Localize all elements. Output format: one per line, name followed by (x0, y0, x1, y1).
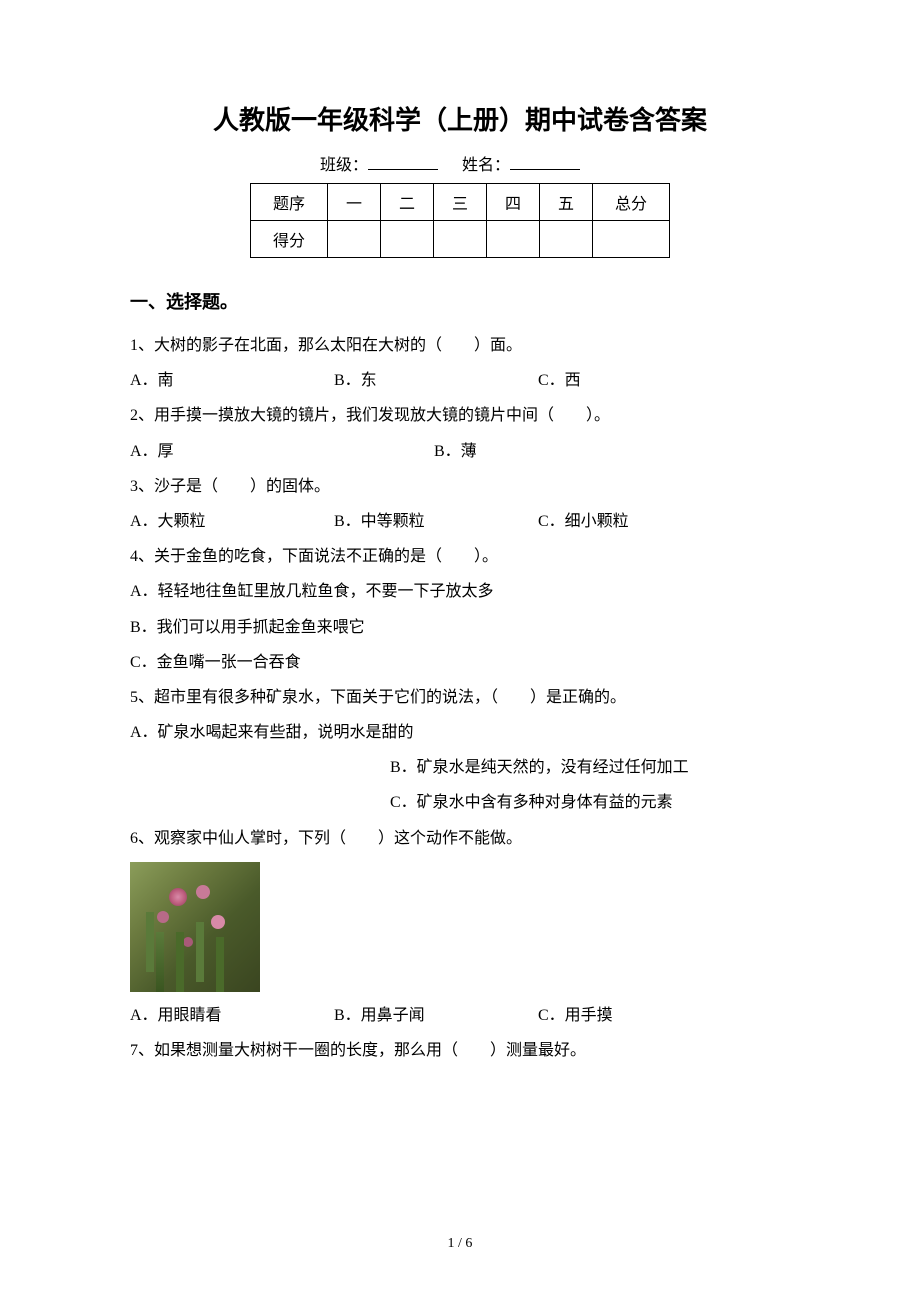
header-cell: 总分 (593, 184, 670, 221)
score-table: 题序 一 二 三 四 五 总分 得分 (250, 183, 670, 258)
name-blank[interactable] (510, 169, 580, 170)
question-3-options: A．大颗粒 B．中等颗粒 C．细小颗粒 (130, 504, 790, 539)
option-b: B．中等颗粒 (334, 504, 534, 539)
header-cell: 一 (327, 184, 380, 221)
question-5: 5、超市里有很多种矿泉水，下面关于它们的说法，（ ）是正确的。 (130, 680, 790, 715)
option-c: C．西 (538, 363, 738, 398)
question-5-option-a: A．矿泉水喝起来有些甜，说明水是甜的 (130, 715, 790, 750)
option-a: A．南 (130, 363, 330, 398)
name-label: 姓名： (462, 157, 510, 174)
option-a: A．厚 (130, 434, 430, 469)
option-c: C．细小颗粒 (538, 504, 738, 539)
question-4: 4、关于金鱼的吃食，下面说法不正确的是（ ）。 (130, 539, 790, 574)
table-row: 得分 (250, 221, 669, 258)
page-number: 1 / 6 (0, 1236, 920, 1252)
option-b: B．我们可以用手抓起金鱼来喂它 (130, 610, 790, 645)
header-fields: 班级： 姓名： (130, 151, 790, 175)
question-7: 7、如果想测量大树树干一圈的长度，那么用（ ）测量最好。 (130, 1033, 790, 1068)
class-blank[interactable] (368, 169, 438, 170)
option-a: A．用眼睛看 (130, 998, 330, 1033)
option-a: A．大颗粒 (130, 504, 330, 539)
header-cell: 二 (380, 184, 433, 221)
cactus-image (130, 862, 260, 992)
table-row: 题序 一 二 三 四 五 总分 (250, 184, 669, 221)
score-cell[interactable] (540, 221, 593, 258)
option-a: A．轻轻地往鱼缸里放几粒鱼食，不要一下子放太多 (130, 574, 790, 609)
header-cell: 四 (487, 184, 540, 221)
question-3: 3、沙子是（ ）的固体。 (130, 469, 790, 504)
option-b: B．薄 (434, 434, 734, 469)
score-cell[interactable] (487, 221, 540, 258)
section-heading: 一、选择题。 (130, 288, 790, 314)
option-c: C．矿泉水中含有多种对身体有益的元素 (130, 785, 790, 820)
question-1: 1、大树的影子在北面，那么太阳在大树的（ ）面。 (130, 328, 790, 363)
question-1-options: A．南 B．东 C．西 (130, 363, 790, 398)
header-cell: 三 (433, 184, 486, 221)
question-2: 2、用手摸一摸放大镜的镜片，我们发现放大镜的镜片中间（ ）。 (130, 398, 790, 433)
option-c: C．用手摸 (538, 998, 738, 1033)
question-6-options: A．用眼睛看 B．用鼻子闻 C．用手摸 (130, 998, 790, 1033)
option-a: A．矿泉水喝起来有些甜，说明水是甜的 (130, 715, 790, 750)
score-cell[interactable] (593, 221, 670, 258)
question-4-options: A．轻轻地往鱼缸里放几粒鱼食，不要一下子放太多 B．我们可以用手抓起金鱼来喂它 … (130, 574, 790, 680)
exam-title: 人教版一年级科学（上册）期中试卷含答案 (130, 100, 790, 137)
header-cell: 题序 (250, 184, 327, 221)
class-label: 班级： (320, 157, 368, 174)
question-2-options: A．厚 B．薄 (130, 434, 790, 469)
score-label-cell: 得分 (250, 221, 327, 258)
option-b: B．用鼻子闻 (334, 998, 534, 1033)
header-cell: 五 (540, 184, 593, 221)
score-cell[interactable] (433, 221, 486, 258)
option-b: B．矿泉水是纯天然的，没有经过任何加工 (130, 750, 790, 785)
question-5-options-bc: B．矿泉水是纯天然的，没有经过任何加工 C．矿泉水中含有多种对身体有益的元素 (130, 750, 790, 820)
option-c: C．金鱼嘴一张一合吞食 (130, 645, 790, 680)
score-cell[interactable] (327, 221, 380, 258)
question-6: 6、观察家中仙人掌时，下列（ ）这个动作不能做。 (130, 821, 790, 856)
option-b: B．东 (334, 363, 534, 398)
score-cell[interactable] (380, 221, 433, 258)
